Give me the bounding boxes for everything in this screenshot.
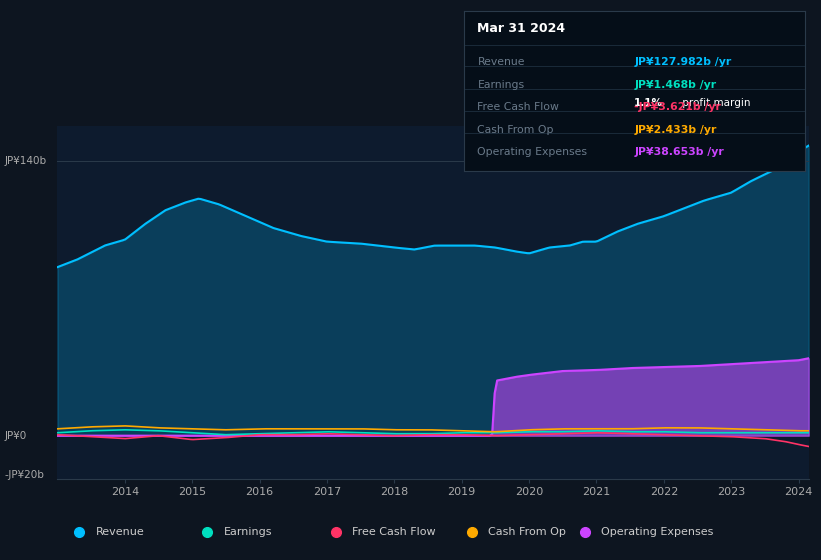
Text: JP¥140b: JP¥140b bbox=[4, 156, 46, 166]
Text: JP¥127.982b /yr: JP¥127.982b /yr bbox=[635, 58, 732, 68]
Text: JP¥0: JP¥0 bbox=[4, 431, 26, 441]
Text: Revenue: Revenue bbox=[95, 527, 144, 537]
Text: -JP¥3.621b /yr: -JP¥3.621b /yr bbox=[635, 102, 721, 112]
Text: Operating Expenses: Operating Expenses bbox=[602, 527, 714, 537]
Text: Cash From Op: Cash From Op bbox=[478, 124, 554, 134]
Text: Free Cash Flow: Free Cash Flow bbox=[352, 527, 436, 537]
Text: JP¥1.468b /yr: JP¥1.468b /yr bbox=[635, 80, 717, 90]
Text: Earnings: Earnings bbox=[478, 80, 525, 90]
Text: -JP¥20b: -JP¥20b bbox=[4, 470, 44, 480]
Text: Mar 31 2024: Mar 31 2024 bbox=[478, 22, 566, 35]
Text: 1.1%: 1.1% bbox=[635, 98, 663, 108]
Text: Earnings: Earnings bbox=[224, 527, 273, 537]
Text: Cash From Op: Cash From Op bbox=[488, 527, 566, 537]
Text: profit margin: profit margin bbox=[678, 98, 750, 108]
Text: Free Cash Flow: Free Cash Flow bbox=[478, 102, 559, 112]
Text: JP¥2.433b /yr: JP¥2.433b /yr bbox=[635, 124, 717, 134]
Text: JP¥38.653b /yr: JP¥38.653b /yr bbox=[635, 147, 724, 157]
Text: Operating Expenses: Operating Expenses bbox=[478, 147, 588, 157]
Text: Revenue: Revenue bbox=[478, 58, 525, 68]
